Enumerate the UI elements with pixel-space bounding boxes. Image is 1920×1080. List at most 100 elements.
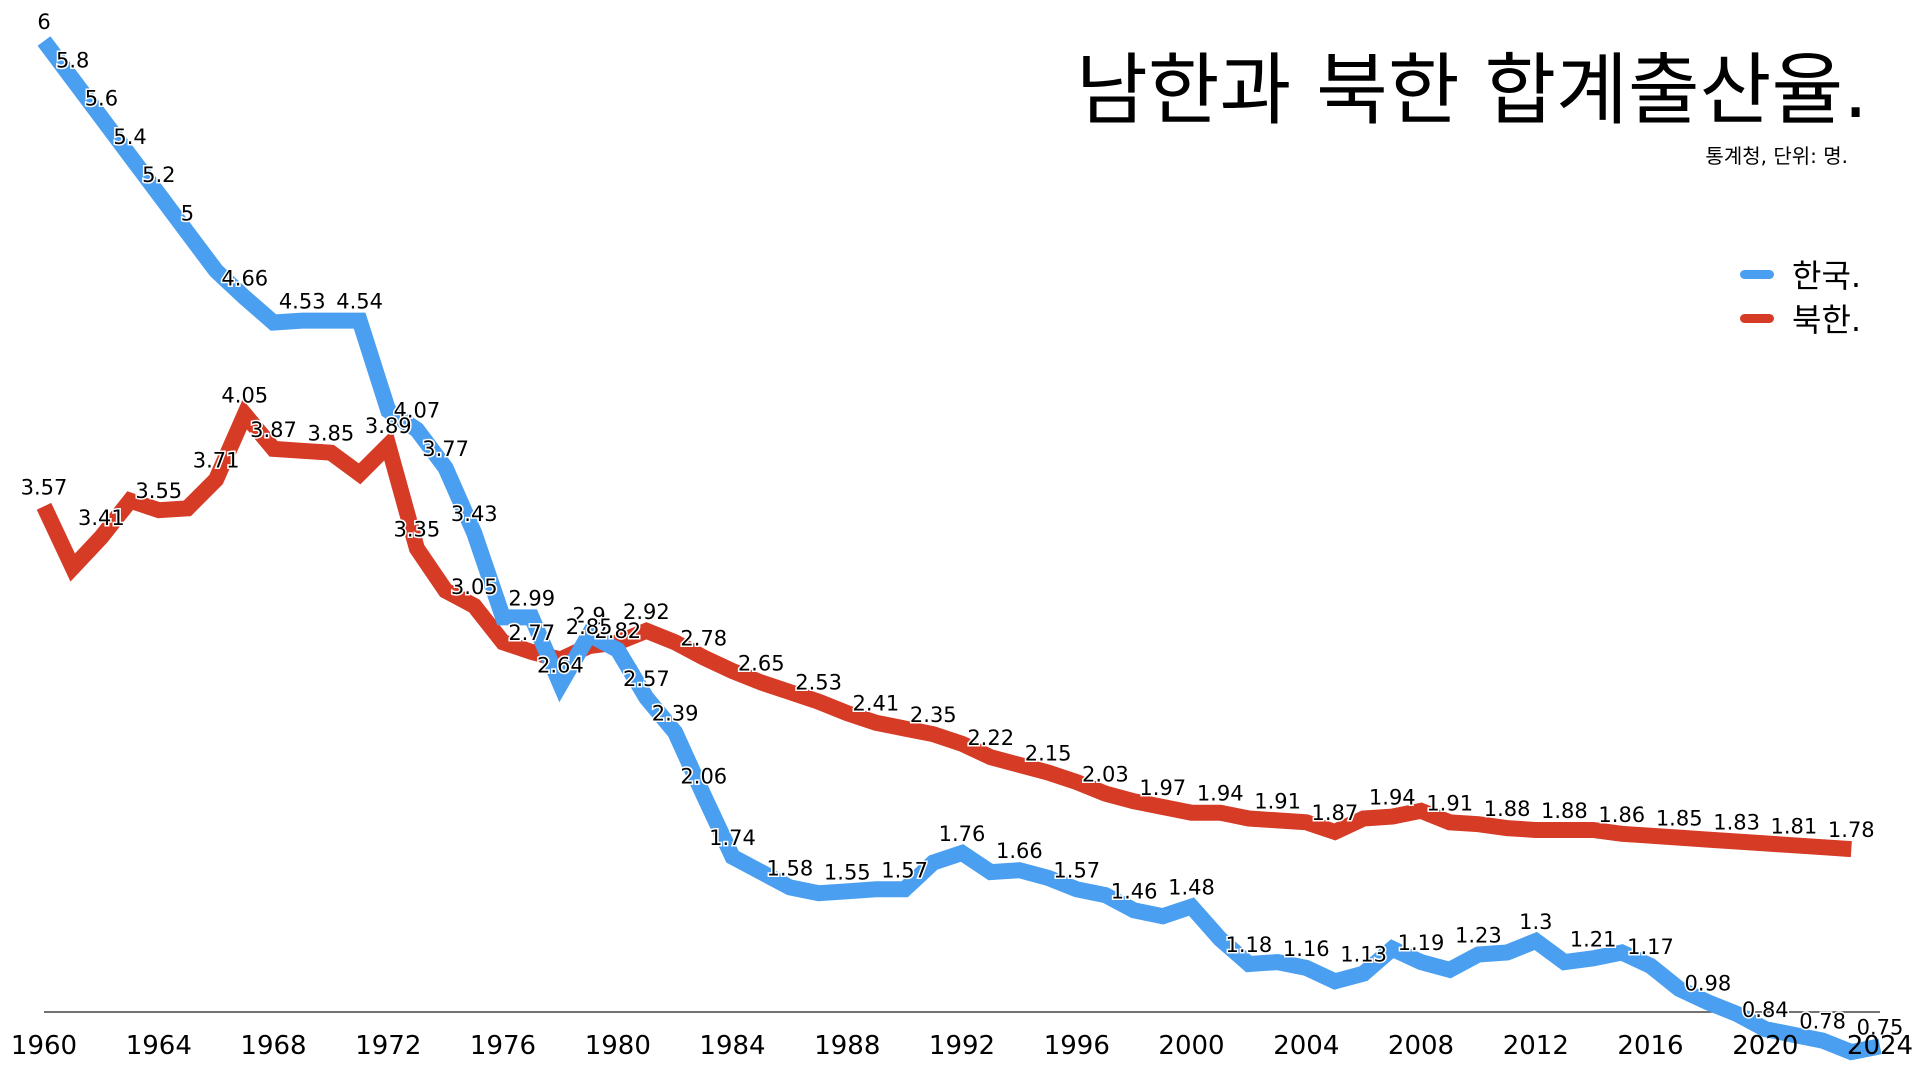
data-label-south-korea-1988: 1.55 [824, 860, 871, 884]
data-label-north-korea-1979: 2.85 [566, 615, 613, 639]
x-tick-label-1988: 1988 [814, 1031, 880, 1061]
data-label-south-korea-1965: 5 [181, 202, 194, 226]
data-label-south-korea-1984: 1.74 [709, 826, 756, 850]
x-tick-label-1964: 1964 [126, 1031, 192, 1061]
data-label-south-korea-1978: 2.64 [537, 653, 584, 677]
data-label-south-korea-1963: 5.4 [113, 125, 146, 149]
data-label-south-korea-1990: 1.57 [881, 858, 928, 882]
series-line-south-korea [37, 36, 1882, 1061]
data-label-south-korea-1979: 2.9 [572, 604, 605, 628]
data-label-south-korea-1994: 1.66 [996, 839, 1043, 863]
x-tick-label-2012: 2012 [1503, 1031, 1569, 1061]
data-label-north-korea-1997: 2.03 [1082, 763, 1129, 787]
data-label-north-korea-2005: 1.87 [1312, 801, 1359, 825]
data-label-north-korea-1970: 3.85 [308, 422, 355, 446]
data-label-north-korea-1962: 3.41 [78, 506, 125, 530]
x-tick-label-2024: 2024 [1847, 1031, 1913, 1061]
chart-legend: 한국. 북한. [1740, 252, 1861, 340]
legend-swatch-north-korea [1740, 313, 1774, 323]
data-label-south-korea-2010: 1.23 [1455, 924, 1502, 948]
data-label-north-korea-1973: 3.35 [394, 518, 441, 542]
data-label-south-korea-1971: 4.54 [336, 290, 383, 314]
legend-item-south-korea: 한국. [1740, 252, 1861, 296]
data-label-south-korea-1982: 2.39 [652, 701, 699, 725]
data-label-north-korea-2001: 1.94 [1197, 782, 1244, 806]
data-label-north-korea-1977: 2.77 [508, 621, 555, 645]
data-label-south-korea-2016: 1.17 [1627, 935, 1674, 959]
data-label-north-korea-1968: 3.87 [250, 418, 297, 442]
data-label-south-korea-2018: 0.98 [1685, 971, 1732, 995]
data-label-south-korea-1998: 1.46 [1111, 879, 1158, 903]
legend-swatch-south-korea [1740, 269, 1774, 279]
data-label-south-korea-1960: 6 [37, 10, 50, 34]
x-tick-label-1992: 1992 [929, 1031, 995, 1061]
data-label-north-korea-2009: 1.91 [1426, 791, 1473, 815]
data-label-south-korea-1969: 4.53 [279, 290, 326, 314]
data-label-south-korea-1977: 2.99 [508, 586, 555, 610]
data-label-north-korea-2003: 1.91 [1254, 789, 1301, 813]
x-tick-label-1976: 1976 [470, 1031, 536, 1061]
data-label-south-korea-2002: 1.18 [1226, 933, 1273, 957]
x-tick-label-2008: 2008 [1388, 1031, 1454, 1061]
data-label-north-korea-1981: 2.92 [623, 600, 670, 624]
x-tick-label-1984: 1984 [699, 1031, 765, 1061]
data-label-north-korea-1983: 2.78 [680, 627, 727, 651]
data-label-south-korea-1983: 2.06 [680, 765, 727, 789]
chart-title: 남한과 북한 합계출산율. [1076, 46, 1868, 136]
data-label-north-korea-2015: 1.86 [1598, 803, 1645, 827]
data-label-south-korea-2000: 1.48 [1168, 876, 1215, 900]
data-label-north-korea-2023: 1.78 [1828, 818, 1875, 842]
data-label-south-korea-1981: 2.57 [623, 667, 670, 691]
data-label-south-korea-2024: 0.75 [1857, 1015, 1904, 1039]
data-label-south-korea-1961: 5.8 [56, 48, 89, 72]
data-label-south-korea-2012: 1.3 [1519, 910, 1552, 934]
data-label-south-korea-1964: 5.2 [142, 163, 175, 187]
x-tick-label-1972: 1972 [355, 1031, 421, 1061]
x-tick-label-2016: 2016 [1617, 1031, 1683, 1061]
legend-label-north-korea: 북한. [1792, 301, 1862, 339]
data-label-south-korea-2008: 1.19 [1398, 931, 1445, 955]
legend-label-south-korea: 한국. [1792, 257, 1862, 295]
data-label-south-korea-1962: 5.6 [85, 87, 118, 111]
x-tick-label-1980: 1980 [585, 1031, 651, 1061]
x-tick-label-2020: 2020 [1732, 1031, 1798, 1061]
data-label-north-korea-2021: 1.81 [1771, 814, 1818, 838]
data-label-north-korea-1989: 2.41 [853, 692, 900, 716]
data-label-north-korea-2019: 1.83 [1713, 811, 1760, 835]
data-label-north-korea-2007: 1.94 [1369, 786, 1416, 810]
data-label-north-korea-2017: 1.85 [1656, 807, 1703, 831]
chart-subtitle: 통계청, 단위: 명. [1705, 144, 1848, 168]
data-label-south-korea-2022: 0.78 [1799, 1010, 1846, 1034]
x-tick-label-2000: 2000 [1158, 1031, 1224, 1061]
data-label-south-korea-1992: 1.76 [939, 822, 986, 846]
data-label-south-korea-1996: 1.57 [1053, 858, 1100, 882]
data-label-north-korea-1967: 4.05 [221, 383, 268, 407]
data-label-south-korea-2006: 1.13 [1340, 943, 1387, 967]
data-label-south-korea-1967: 4.66 [221, 267, 268, 291]
data-label-north-korea-1995: 2.15 [1025, 742, 1072, 766]
series-line-north-korea [36, 399, 1852, 858]
data-label-south-korea-1975: 3.43 [451, 502, 498, 526]
data-label-south-korea-1980: 2.82 [594, 619, 641, 643]
data-label-south-korea-2020: 0.84 [1742, 998, 1789, 1022]
data-label-north-korea-1975: 3.05 [451, 575, 498, 599]
x-tick-label-1996: 1996 [1044, 1031, 1110, 1061]
data-label-north-korea-1966: 3.71 [193, 449, 240, 473]
data-label-north-korea-1972: 3.89 [365, 414, 412, 438]
data-label-north-korea-1991: 2.35 [910, 703, 957, 727]
data-label-north-korea-2011: 1.88 [1484, 797, 1531, 821]
data-label-north-korea-1985: 2.65 [738, 652, 785, 676]
data-label-south-korea-2014: 1.21 [1570, 927, 1617, 951]
data-label-north-korea-1993: 2.22 [967, 726, 1014, 750]
data-label-north-korea-1964: 3.55 [135, 479, 182, 503]
data-label-south-korea-1973: 4.07 [394, 399, 441, 423]
data-label-north-korea-1987: 2.53 [795, 671, 842, 695]
data-label-north-korea-1999: 1.97 [1139, 776, 1186, 800]
data-label-south-korea-1974: 3.77 [422, 437, 469, 461]
x-tick-label-1960: 1960 [11, 1031, 77, 1061]
data-label-north-korea-2013: 1.88 [1541, 799, 1588, 823]
x-tick-label-2004: 2004 [1273, 1031, 1339, 1061]
legend-item-north-korea: 북한. [1740, 296, 1861, 340]
data-label-south-korea-1986: 1.58 [767, 856, 814, 880]
